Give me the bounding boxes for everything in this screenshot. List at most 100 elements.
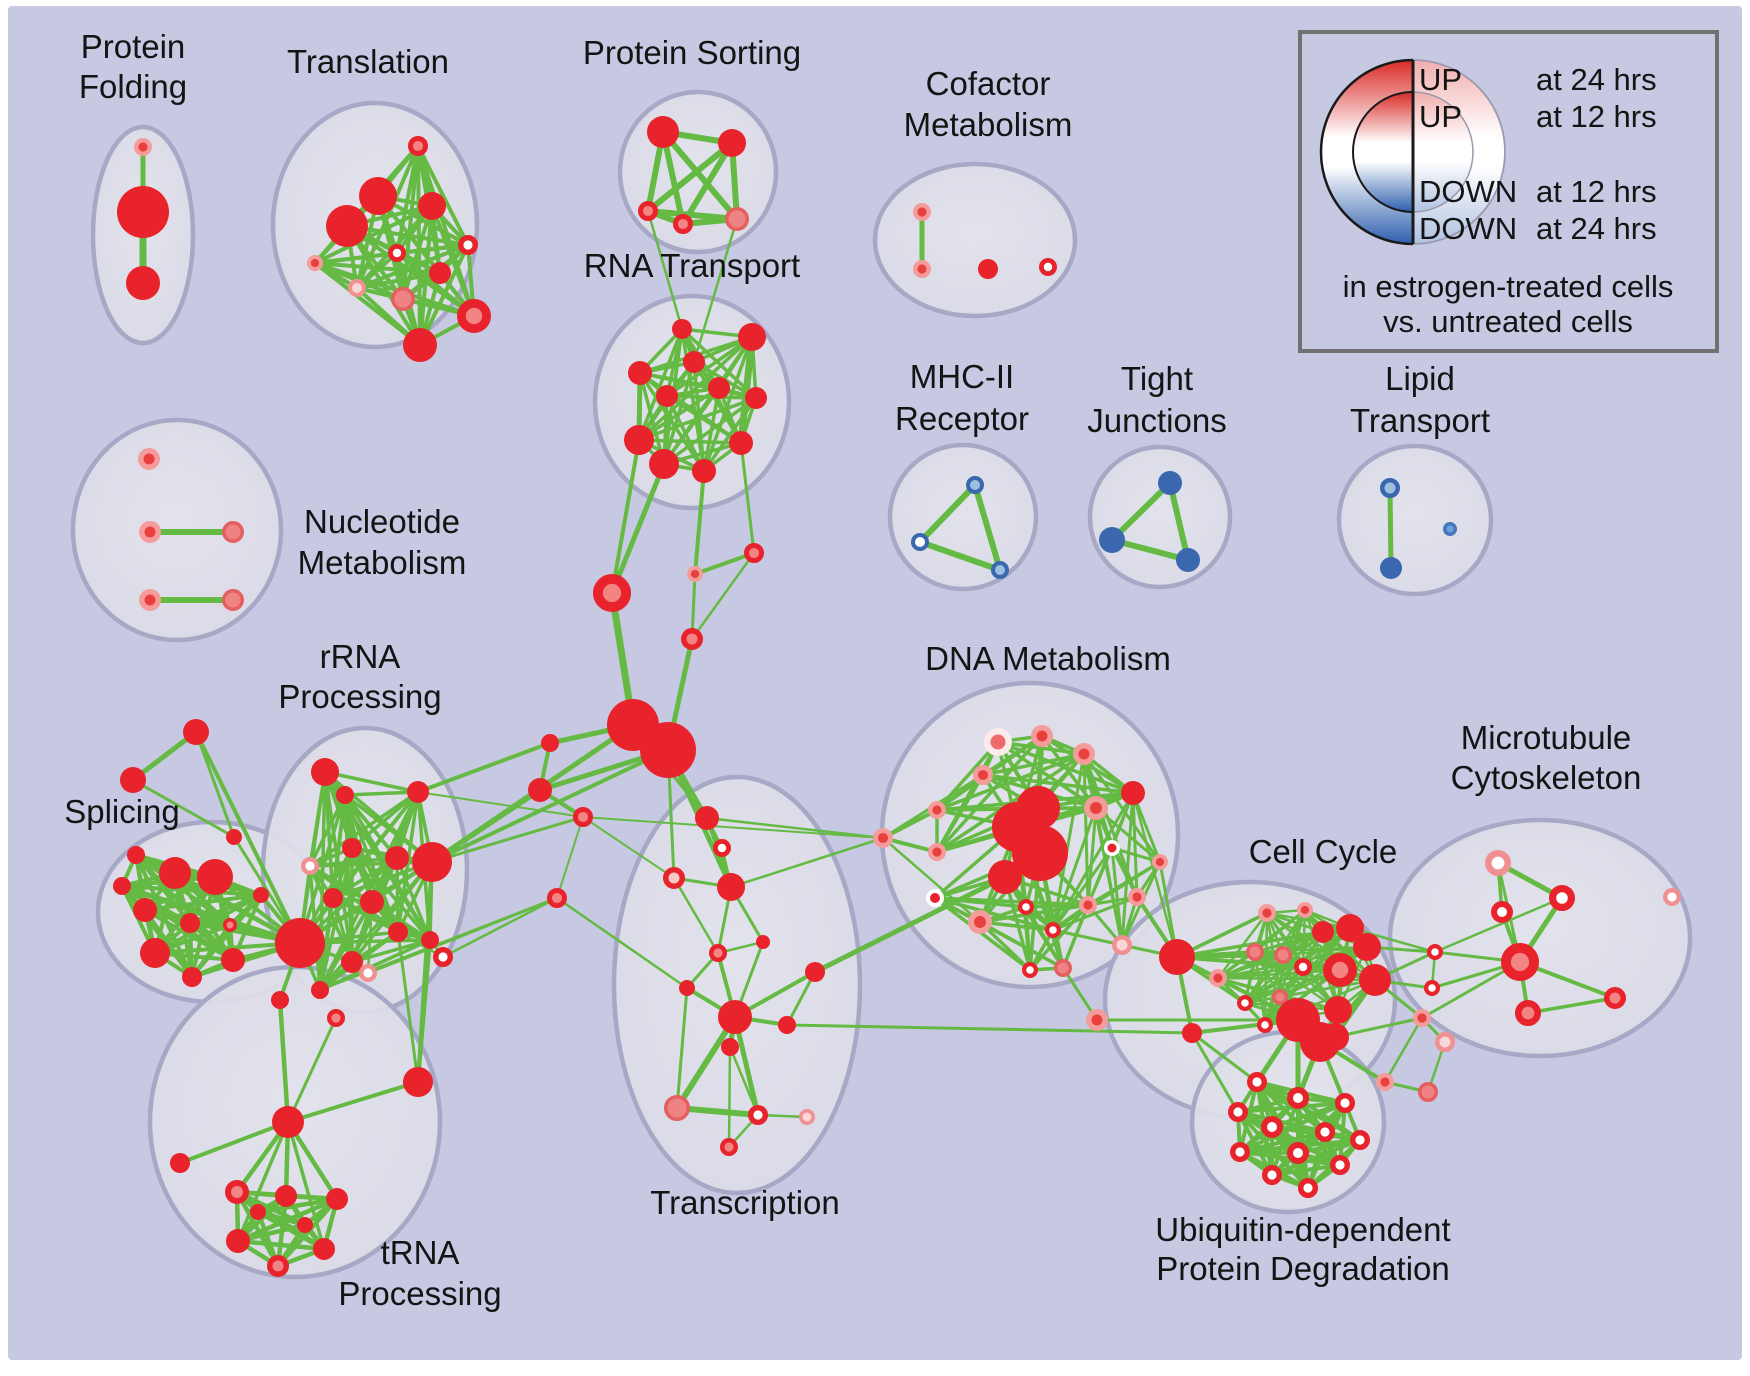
cluster-label-splicing: Splicing [64,793,180,830]
node-cc13 [1272,989,1288,1005]
node-nm1 [138,448,160,470]
node-hub2 [640,722,696,778]
node-nm3 [222,521,244,543]
legend-outline-inner-right [1412,91,1474,213]
node-rr16 [311,981,329,999]
node-cc19 [1086,1009,1108,1031]
node-rt3 [628,361,652,385]
node-sp8 [223,918,237,932]
edge [120,884,263,897]
cluster-label-dna-metabolism: DNA Metabolism [925,640,1171,677]
node-tj1 [1158,471,1182,495]
node-tj3 [1176,548,1200,572]
edge [1131,791,1139,899]
node-nm4 [139,589,161,611]
edge [131,778,236,839]
edge [323,770,354,964]
cluster-label-rrna-processing: Processing [278,678,441,715]
legend-direction-label: DOWN [1419,211,1517,246]
node-mt9 [1412,1009,1431,1028]
node-tx6 [709,944,728,963]
node-dn5 [928,801,947,820]
edge [1051,846,1114,932]
edge [1086,846,1114,907]
cluster-label-lipid-transport: Transport [1350,402,1490,439]
node-ub11 [1261,1164,1282,1185]
node-mt4 [1426,943,1443,960]
legend-time-label: at 12 hrs [1536,174,1657,209]
edge [556,816,584,899]
node-tx3 [663,867,685,889]
legend-caption: vs. untreated cells [1383,304,1633,339]
edge [637,396,758,442]
node-tl10 [456,298,491,333]
edge [236,1120,290,1243]
edge [318,860,434,992]
edge [396,930,420,1084]
node-cc18 [1208,969,1227,988]
edge [1131,791,1162,864]
cluster-label-ubiquitin-degradation: Ubiquitin-dependent [1155,1211,1450,1248]
edge [917,539,1003,573]
node-ps4 [672,214,693,235]
node-dn1 [984,728,1012,756]
node-sp14 [127,846,145,864]
node-rr18 [327,1009,346,1028]
edge [418,243,470,347]
edge [582,816,884,839]
node-dn2 [1031,725,1053,747]
edge [660,129,740,222]
edge [153,893,263,955]
node-cf3 [978,259,998,279]
edge [1175,955,1342,972]
node-rr15 [359,964,378,983]
cluster-ellipse-transcription [611,774,863,1196]
edge [255,1196,340,1215]
node-sp11 [221,948,245,972]
edge [978,920,1065,970]
node-tl1 [408,136,429,157]
node-tl5 [458,234,479,255]
node-mt7 [1604,987,1626,1009]
edge [1216,965,1305,980]
node-dn7 [1121,781,1145,805]
node-dn4 [972,764,993,785]
node-cf2 [913,260,932,279]
cluster-label-ubiquitin-degradation: Protein Degradation [1156,1250,1450,1287]
edge [674,1014,738,1111]
edge [286,1016,338,1124]
node-sp4 [159,857,191,889]
node-rr9 [323,888,343,908]
node-tr3 [170,1153,190,1173]
node-tj2 [1099,527,1125,553]
node-rt1 [672,319,692,339]
legend-time-label: at 24 hrs [1536,211,1657,246]
edge [331,896,354,964]
node-lp2 [1380,557,1402,579]
edge [1278,978,1377,999]
node-tx13 [748,1104,769,1125]
edge [692,217,739,364]
node-tr11 [267,1255,289,1277]
node-dn13 [928,843,947,862]
node-tx14 [799,1109,815,1125]
node-rr10 [360,890,384,914]
edge [1433,896,1564,954]
node-tr4 [224,1180,249,1205]
edge [235,1238,327,1252]
cluster-ellipse-mhc-ii-receptor [887,442,1039,592]
node-mt10 [1435,1032,1455,1052]
node-cc16 [1321,1023,1349,1051]
node-dn8 [1084,796,1109,821]
node-ub1 [1246,1071,1267,1092]
node-rr1 [275,918,325,968]
node-cc9 [1246,943,1264,961]
cluster-label-nucleotide-metabolism: Metabolism [298,544,467,581]
edge [935,734,1044,854]
node-sp3 [226,829,242,845]
node-ub6 [1314,1121,1335,1142]
edge [1167,480,1191,563]
node-cc12 [1256,1016,1273,1033]
edge [1175,955,1300,1022]
